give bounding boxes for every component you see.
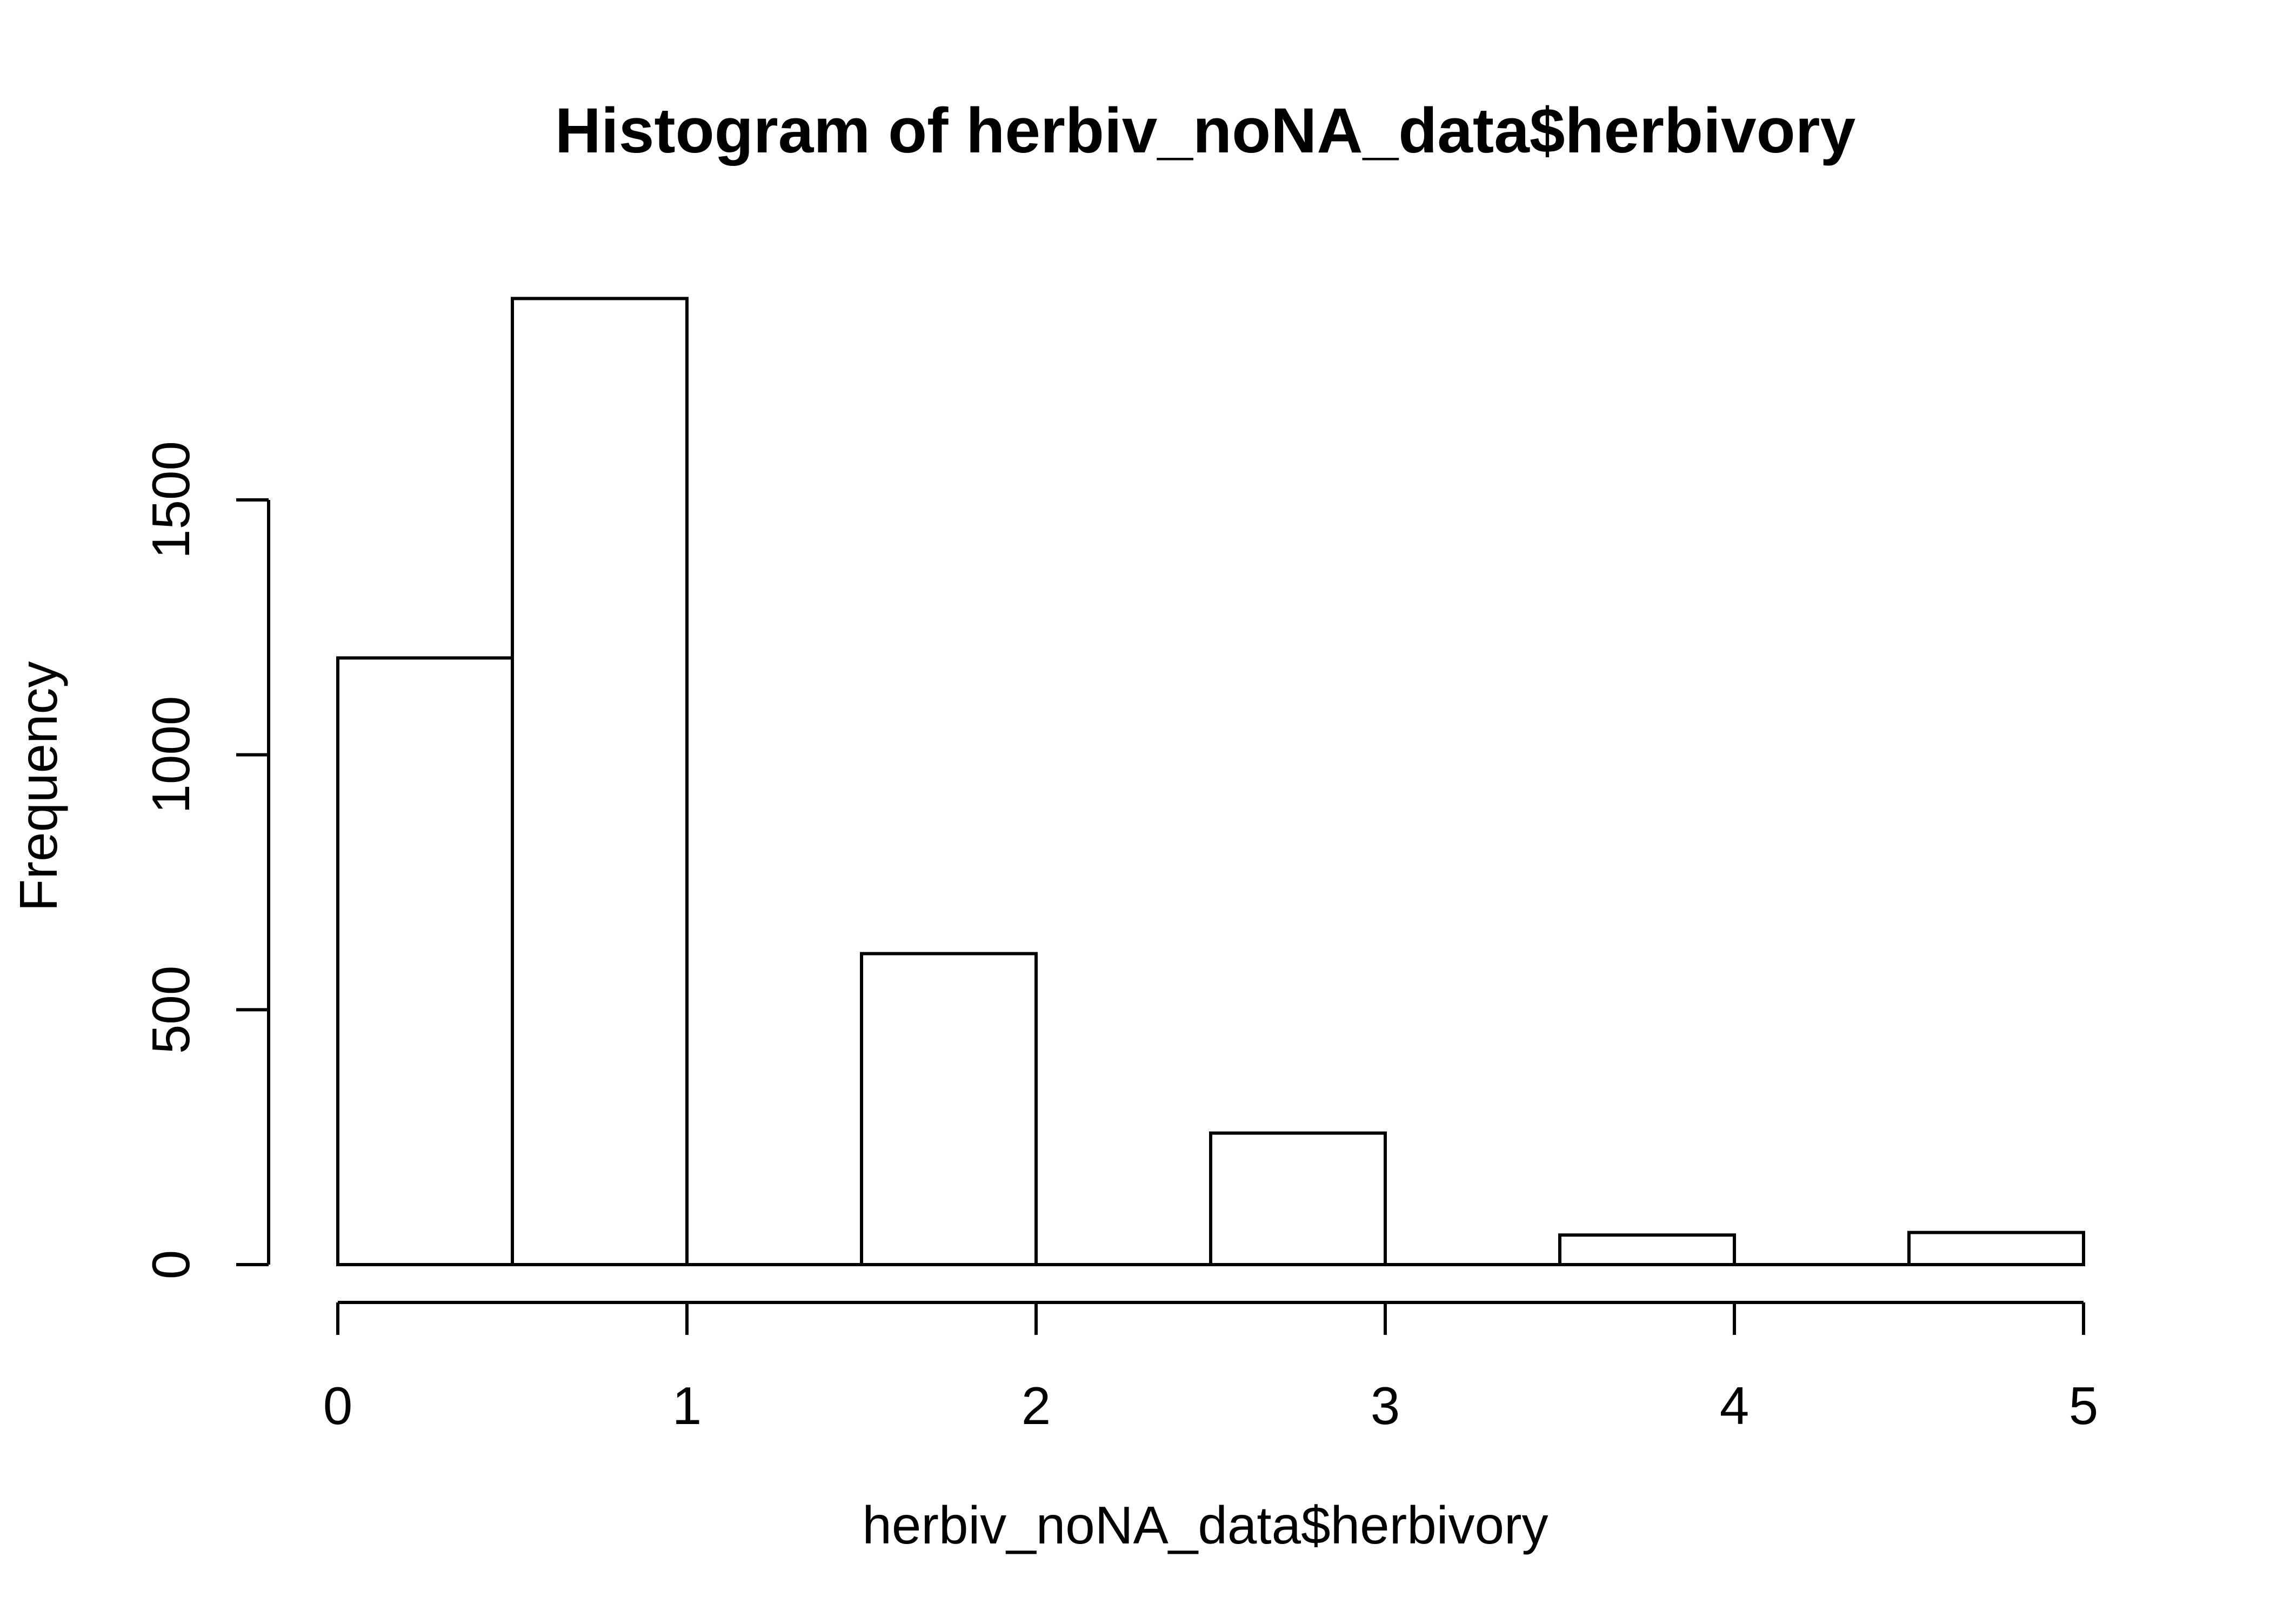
x-tick-label-0: 0: [323, 1376, 353, 1435]
x-axis-title: herbiv_noNA_data$herbivory: [862, 1495, 1548, 1555]
histogram-bar-7: [1558, 1233, 1736, 1266]
y-tick-label-2: 1000: [141, 696, 201, 814]
x-tick-label-3: 3: [1371, 1376, 1400, 1435]
y-tick-label-1: 500: [141, 966, 201, 1054]
histogram-bar-3: [860, 952, 1038, 1266]
x-tick-label-4: 4: [1720, 1376, 1750, 1435]
y-tick-label-0: 0: [141, 1250, 201, 1280]
histogram-bar-0: [336, 656, 514, 1266]
y-axis-title: Frequency: [9, 661, 68, 911]
histogram-bar-1: [511, 297, 689, 1267]
x-tick-label-5: 5: [2069, 1376, 2099, 1435]
y-axis: 0 500 1000 1500: [141, 441, 270, 1280]
chart-title: Histogram of herbiv_noNA_data$herbivory: [555, 95, 1855, 166]
x-tick-label-2: 2: [1021, 1376, 1051, 1435]
histogram-bar-9: [1907, 1231, 2085, 1267]
y-tick-label-3: 1500: [141, 441, 201, 559]
x-axis: 0 1 2 3 4 5: [323, 1301, 2099, 1435]
bars-group: [336, 297, 2085, 1267]
histogram-bar-5: [1209, 1131, 1387, 1267]
x-tick-label-1: 1: [672, 1376, 702, 1435]
